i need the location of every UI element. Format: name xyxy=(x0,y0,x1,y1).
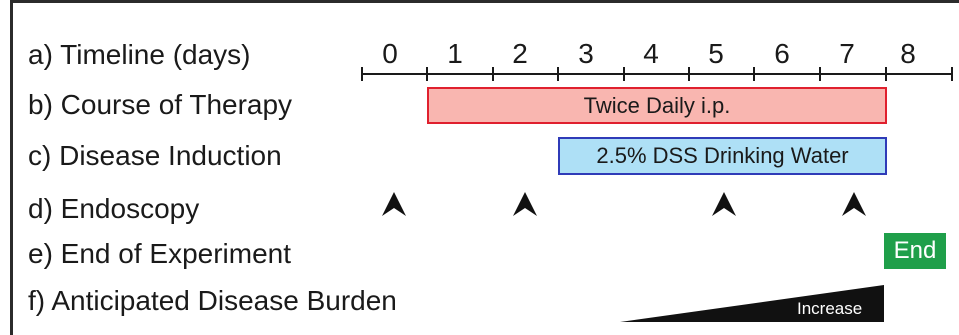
tick-label-3: 3 xyxy=(578,38,594,69)
frame-top-border xyxy=(10,0,959,3)
tick-label-6: 6 xyxy=(774,38,790,69)
tick-label-8: 8 xyxy=(900,38,916,69)
endoscopy-arrowhead-icon xyxy=(842,192,866,216)
row-label-timeline: a) Timeline (days) xyxy=(28,39,251,70)
tick-label-5: 5 xyxy=(708,38,724,69)
end-of-experiment-box: End xyxy=(884,233,946,269)
tick-label-0: 0 xyxy=(382,38,398,69)
timeline-ticks xyxy=(361,67,953,81)
row-label-induction: c) Disease Induction xyxy=(28,140,282,171)
tick-label-7: 7 xyxy=(839,38,855,69)
row-label-therapy: b) Course of Therapy xyxy=(28,89,293,120)
end-box-label: End xyxy=(893,237,937,264)
row-label-endoscopy: d) Endoscopy xyxy=(28,193,200,224)
induction-bar-label: 2.5% DSS Drinking Water xyxy=(596,143,849,168)
frame-left-border xyxy=(10,0,13,335)
endoscopy-arrowhead-icon xyxy=(712,192,736,216)
row-label-burden: f) Anticipated Disease Burden xyxy=(28,285,397,316)
tick-label-4: 4 xyxy=(643,38,659,69)
induction-bar: 2.5% DSS Drinking Water xyxy=(558,137,887,175)
therapy-bar-label: Twice Daily i.p. xyxy=(583,92,731,118)
endoscopy-arrowhead-icon xyxy=(513,192,537,216)
therapy-bar: Twice Daily i.p. xyxy=(427,87,887,124)
burden-label: Increase xyxy=(797,299,863,318)
tick-label-1: 1 xyxy=(447,38,463,69)
endoscopy-arrowhead-icon xyxy=(382,192,406,216)
row-label-end: e) End of Experiment xyxy=(28,238,292,269)
tick-label-2: 2 xyxy=(512,38,528,69)
